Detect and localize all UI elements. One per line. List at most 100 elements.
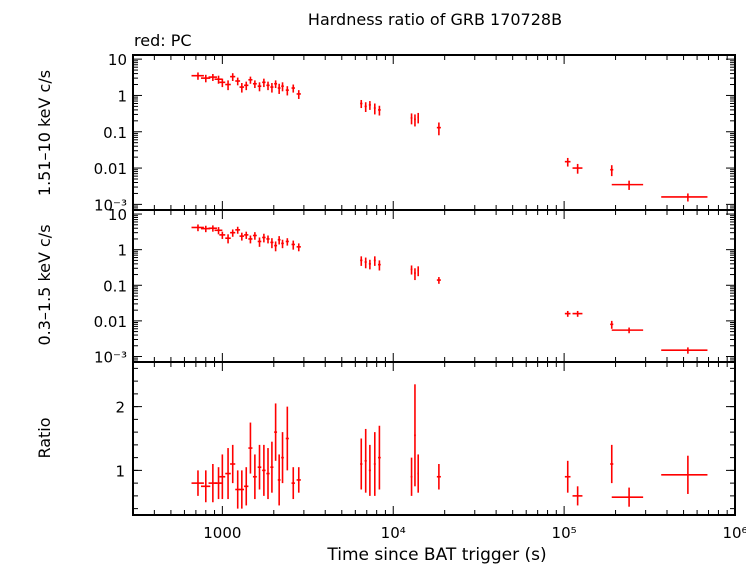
data-point: [360, 438, 363, 490]
data-point: [248, 76, 253, 84]
y-tick-label: 0.1: [103, 277, 127, 295]
data-point: [219, 231, 226, 239]
data-point: [281, 432, 284, 484]
data-point: [266, 448, 270, 500]
y-tick-label: 0.1: [103, 124, 127, 142]
data-point: [262, 444, 266, 496]
data-point: [191, 72, 204, 80]
data-point: [274, 80, 278, 89]
data-point: [262, 233, 266, 243]
data-point: [225, 80, 231, 91]
data-point: [281, 82, 284, 92]
chart-subtitle: red: PC: [134, 31, 192, 50]
data-point: [225, 234, 231, 244]
data-point: [564, 310, 571, 317]
data-point: [564, 460, 571, 493]
panel-2: 12: [115, 361, 736, 516]
data-point: [274, 403, 278, 461]
data-point: [368, 101, 371, 110]
y-tick-label: 1: [117, 242, 127, 260]
data-point: [285, 406, 289, 471]
data-point: [225, 448, 231, 500]
y-tick-label: 0.01: [94, 313, 127, 331]
x-tick-label: 10⁶: [722, 524, 746, 542]
data-point: [611, 180, 644, 190]
data-point: [296, 467, 301, 493]
data-point: [214, 467, 223, 500]
panel-0: 10 1 0.1 0.01 10⁻³: [94, 51, 736, 214]
y-axis-label-hard: 1.51–10 keV c/s: [35, 70, 54, 196]
data-point: [360, 256, 363, 266]
data-point: [244, 231, 249, 239]
data-point: [230, 229, 236, 237]
data-point: [257, 444, 262, 490]
data-point: [277, 236, 281, 245]
data-point: [219, 78, 226, 88]
y-tick-label: 10⁻³: [94, 196, 127, 214]
data-point: [414, 114, 416, 127]
data-point: [360, 99, 363, 109]
data-point: [270, 238, 274, 249]
data-point: [378, 425, 381, 490]
data-point: [368, 444, 371, 496]
data-point: [208, 225, 217, 232]
data-point: [373, 103, 376, 115]
ylabel-middle-panel: 0.3–1.5 keV c/s: [35, 224, 54, 345]
data-point: [611, 487, 644, 507]
data-point: [378, 105, 381, 116]
data-point: [611, 327, 644, 334]
data-point: [410, 265, 413, 275]
data-point: [296, 243, 301, 252]
panel-frame: [132, 361, 736, 516]
data-point: [281, 239, 284, 249]
data-point: [572, 163, 583, 174]
y-tick-label: 0.01: [94, 160, 127, 178]
data-point: [257, 82, 262, 92]
data-point: [201, 74, 211, 83]
data-point: [266, 81, 270, 91]
y-axis-label-soft: 0.3–1.5 keV c/s: [35, 224, 54, 345]
data-point: [610, 165, 614, 177]
data-point: [364, 257, 367, 269]
data-point: [410, 113, 413, 125]
data-point: [610, 320, 614, 329]
data-point: [572, 486, 583, 506]
y-axis-label-ratio: Ratio: [35, 417, 54, 458]
data-point: [364, 102, 367, 113]
panel-frame: [132, 54, 736, 211]
data-point: [248, 235, 253, 244]
data-point: [373, 256, 376, 266]
data-point: [235, 226, 241, 234]
data-point: [291, 240, 295, 250]
ylabel-top-panel: 1.51–10 keV c/s: [35, 70, 54, 196]
y-tick-label: 2: [115, 399, 125, 417]
data-point: [214, 75, 223, 84]
y-tick-label: 10⁻³: [94, 348, 127, 366]
data-point: [235, 470, 241, 509]
panel-frame: [132, 209, 736, 363]
data-point: [277, 83, 281, 94]
data-point: [208, 73, 217, 81]
data-point: [252, 80, 257, 89]
data-point: [291, 84, 295, 93]
data-point: [436, 277, 441, 284]
data-point: [214, 227, 223, 235]
data-point: [564, 157, 571, 167]
data-point: [248, 422, 253, 474]
data-point: [244, 81, 249, 91]
data-point: [364, 428, 367, 493]
data-point: [252, 454, 257, 500]
x-tick-label: 1000: [203, 524, 241, 542]
data-point: [417, 266, 420, 277]
data-point: [291, 467, 295, 500]
data-point: [378, 260, 381, 271]
data-point: [414, 268, 416, 281]
data-point: [417, 454, 420, 493]
data-point: [296, 90, 301, 99]
data-point: [274, 241, 278, 252]
data-point: [661, 455, 708, 494]
data-point: [219, 454, 226, 500]
y-tick-label: 1: [115, 462, 125, 480]
